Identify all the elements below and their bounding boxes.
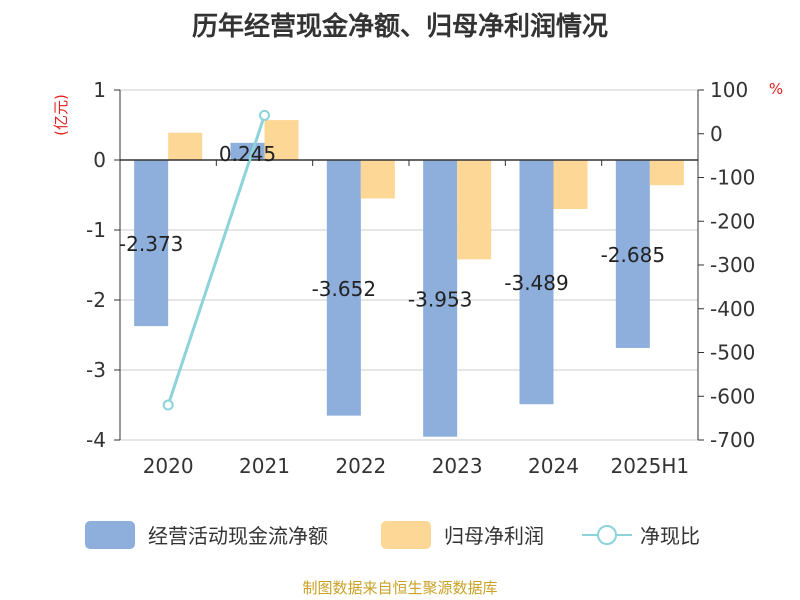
cash-flow-data-label: -3.489: [504, 271, 568, 295]
bars: [134, 120, 684, 437]
net-profit-bar: [553, 160, 588, 209]
right-tick-label: 0: [710, 122, 723, 146]
left-tick-label: 0: [93, 148, 106, 172]
left-tick-label: -4: [86, 428, 106, 452]
ratio-point: [162, 399, 174, 411]
legend-label: 归母净利润: [444, 524, 544, 548]
left-tick-label: -3: [86, 358, 106, 382]
net-profit-bar: [264, 120, 299, 160]
right-tick-label: 100: [710, 78, 748, 102]
net-profit-bar: [168, 132, 203, 160]
right-tick-label: -500: [710, 341, 755, 365]
category-label: 2023: [432, 454, 483, 478]
source-note: 制图数据来自恒生聚源数据库: [302, 579, 497, 597]
cash-flow-data-label: -2.685: [601, 243, 665, 267]
chart-title: 历年经营现金净额、归母净利润情况: [192, 11, 608, 42]
legend-marker: [597, 525, 617, 545]
left-axis-unit: (亿元): [52, 94, 70, 136]
left-tick-label: 1: [93, 78, 106, 102]
category-label: 2024: [528, 454, 579, 478]
net-profit-bar: [360, 160, 395, 199]
cash-flow-bar: [615, 160, 650, 348]
right-tick-label: -100: [710, 166, 755, 190]
right-tick-label: -700: [710, 428, 755, 452]
left-tick-label: -2: [86, 288, 106, 312]
legend-swatch: [85, 521, 135, 549]
right-tick-label: -400: [710, 297, 755, 321]
category-label: 2022: [335, 454, 386, 478]
cash-flow-data-label: -2.373: [119, 232, 183, 256]
right-tick-label: -300: [710, 253, 755, 277]
cash-flow-bar: [326, 160, 361, 416]
net-profit-bar: [457, 160, 492, 260]
ratio-line-path: [166, 114, 266, 406]
legend: 经营活动现金流净额 归母净利润 净现比: [85, 521, 700, 549]
legend-swatch: [381, 521, 431, 549]
legend-label: 经营活动现金流净额: [148, 524, 328, 548]
axes: 1 0 -1 -2 -3 -4 100 0 -100 -200 -300 -400 -500 -600 -7…: [86, 78, 755, 478]
cash-flow-bar: [423, 160, 458, 437]
category-label: 2025H1: [610, 454, 689, 478]
legend-label: 净现比: [640, 524, 700, 548]
ratio-point: [259, 109, 270, 121]
data-labels: -2.373 0.245 -3.652 -3.953 -3.489 -2.685: [119, 142, 665, 312]
cash-flow-data-label: -3.652: [312, 277, 376, 301]
cash-flow-bar: [134, 160, 169, 327]
category-label: 2020: [143, 454, 194, 478]
left-tick-label: -1: [86, 218, 106, 242]
right-tick-label: -200: [710, 209, 755, 233]
category-label: 2021: [239, 454, 290, 478]
cash-flow-data-label: 0.245: [219, 142, 276, 166]
cash-flow-data-label: -3.953: [408, 287, 472, 311]
right-axis-unit: %: [769, 80, 783, 98]
cash-flow-bar: [230, 142, 265, 160]
cash-flow-bar: [519, 160, 554, 405]
ratio-line: [162, 109, 270, 411]
right-tick-label: -600: [710, 384, 755, 408]
net-profit-bar: [649, 160, 684, 186]
